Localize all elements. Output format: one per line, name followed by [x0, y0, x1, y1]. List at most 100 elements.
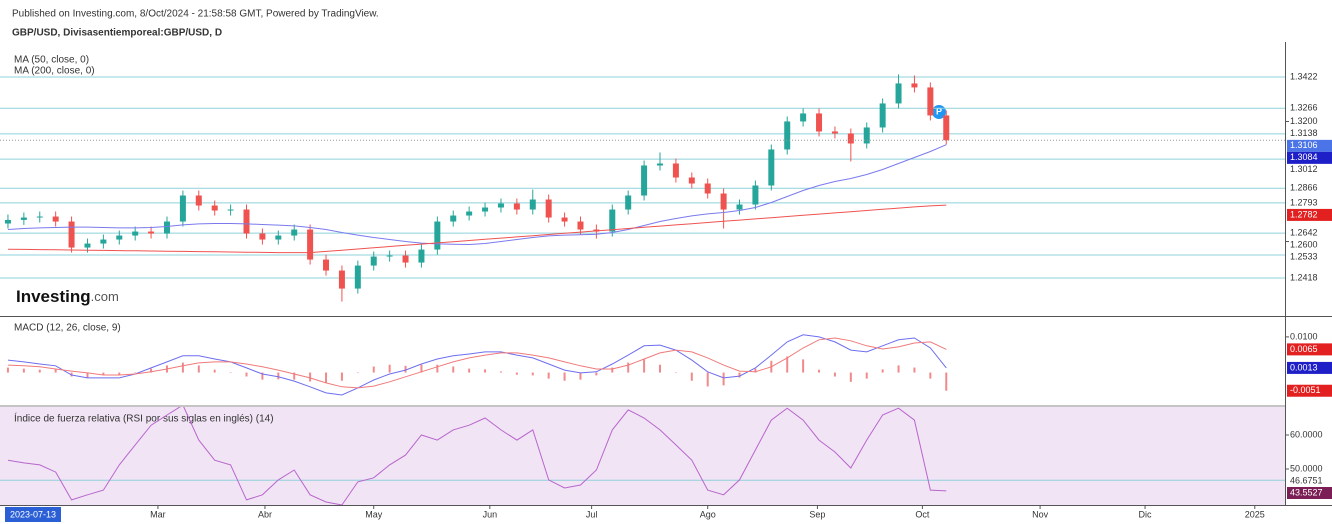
histogram-bar — [468, 368, 471, 373]
histogram-bar — [38, 369, 41, 373]
candle-body — [656, 163, 663, 166]
histogram-bar — [706, 372, 709, 387]
histogram-bar — [388, 364, 391, 373]
logo: Investing.com — [16, 287, 119, 306]
histogram-bar — [213, 369, 216, 373]
level-label: 46.6751 — [1290, 475, 1323, 485]
histogram-bar — [102, 372, 105, 376]
candle-body — [800, 113, 807, 122]
legend-entry: MA (50, close, 0) — [14, 55, 89, 66]
last-value-label: 0.0065 — [1290, 344, 1318, 354]
histogram-bar — [54, 369, 57, 373]
candle-body — [672, 163, 679, 178]
candle-body — [291, 229, 298, 236]
value-box — [1287, 384, 1332, 397]
line — [7, 204, 947, 254]
candle-body — [211, 205, 218, 211]
histogram-bar — [818, 369, 821, 373]
candle-body — [911, 83, 918, 88]
histogram-bar — [452, 366, 455, 373]
candle-body — [497, 203, 504, 208]
level-label: 1.2418 — [1290, 272, 1318, 282]
histogram-bar — [515, 372, 518, 375]
candle-body — [116, 235, 123, 240]
histogram-bar — [404, 365, 407, 373]
x-tick-label: Abr — [258, 509, 272, 519]
candle-body — [179, 195, 186, 222]
cursor-date: 2023-07-13 — [10, 509, 56, 519]
chart-title: GBP/USD, Divisasentiemporeal:GBP/USD, D — [12, 28, 222, 39]
histogram-bar — [897, 365, 900, 373]
level-label: 1.2642 — [1290, 228, 1318, 238]
histogram-bar — [865, 372, 868, 379]
last-value-label: 0.0013 — [1290, 362, 1318, 372]
candle-body — [752, 185, 759, 205]
histogram-bar — [325, 372, 328, 383]
histogram-bar — [86, 372, 89, 378]
histogram-bar — [786, 356, 789, 373]
histogram-bar — [579, 372, 582, 380]
candle-body — [148, 231, 155, 234]
y-tick-label: 60.0000 — [1290, 429, 1323, 439]
x-tick-label: Oct — [915, 509, 930, 519]
candle-body — [895, 83, 902, 104]
candle-body — [513, 203, 520, 210]
candle-body — [545, 199, 552, 218]
candle-body — [195, 195, 202, 206]
level-label: 1.2793 — [1290, 197, 1318, 207]
histogram-bar — [245, 372, 248, 377]
histogram-bar — [595, 372, 598, 376]
histogram-bar — [277, 372, 280, 380]
value-box — [1287, 361, 1332, 374]
histogram-bar — [118, 372, 121, 376]
y-tick-label: 1.2600 — [1290, 240, 1318, 250]
candle-body — [132, 231, 139, 236]
candle-body — [68, 221, 75, 248]
candle-body — [847, 133, 854, 144]
rsi-background — [0, 407, 1285, 505]
histogram-bar — [929, 372, 932, 379]
candle-body — [227, 209, 234, 211]
candle-body — [307, 229, 314, 260]
candle-body — [625, 195, 632, 210]
candle-body — [688, 177, 695, 184]
level-label: 1.2533 — [1290, 252, 1318, 262]
candle-body — [641, 165, 648, 196]
histogram-bar — [293, 372, 296, 380]
x-tick-label: Jul — [586, 509, 598, 519]
histogram-bar — [547, 372, 550, 379]
candle-body — [561, 217, 568, 222]
candle-body — [163, 221, 170, 234]
y-tick-label: 1.3200 — [1290, 116, 1318, 126]
level-label: 1.3138 — [1290, 128, 1318, 138]
histogram-bar — [22, 368, 25, 373]
histogram-bar — [531, 372, 534, 376]
candle-body — [338, 270, 345, 289]
histogram-bar — [436, 364, 439, 373]
histogram-bar — [674, 372, 677, 374]
candle-body — [768, 149, 775, 186]
y-tick-label: 0.0100 — [1290, 331, 1318, 341]
pane — [6, 334, 948, 396]
line — [7, 334, 947, 396]
histogram-bar — [229, 372, 232, 374]
x-tick-label: Ago — [700, 509, 716, 519]
x-tick-label: Dic — [1139, 509, 1152, 519]
histogram-bar — [499, 371, 502, 373]
marker-label: P — [936, 106, 942, 116]
histogram-bar — [738, 372, 741, 378]
histogram-bar — [722, 372, 725, 386]
candle-body — [863, 127, 870, 144]
histogram-bar — [261, 372, 264, 380]
legend-entry: MA (200, close, 0) — [14, 66, 95, 77]
value-box — [1287, 151, 1332, 164]
histogram-bar — [309, 372, 312, 382]
candle-body — [609, 209, 616, 232]
histogram-bar — [6, 367, 9, 373]
histogram-bar — [372, 366, 375, 373]
candle-body — [20, 217, 27, 220]
histogram-bar — [356, 372, 359, 374]
candle-body — [450, 215, 457, 222]
candle-body — [275, 235, 282, 240]
